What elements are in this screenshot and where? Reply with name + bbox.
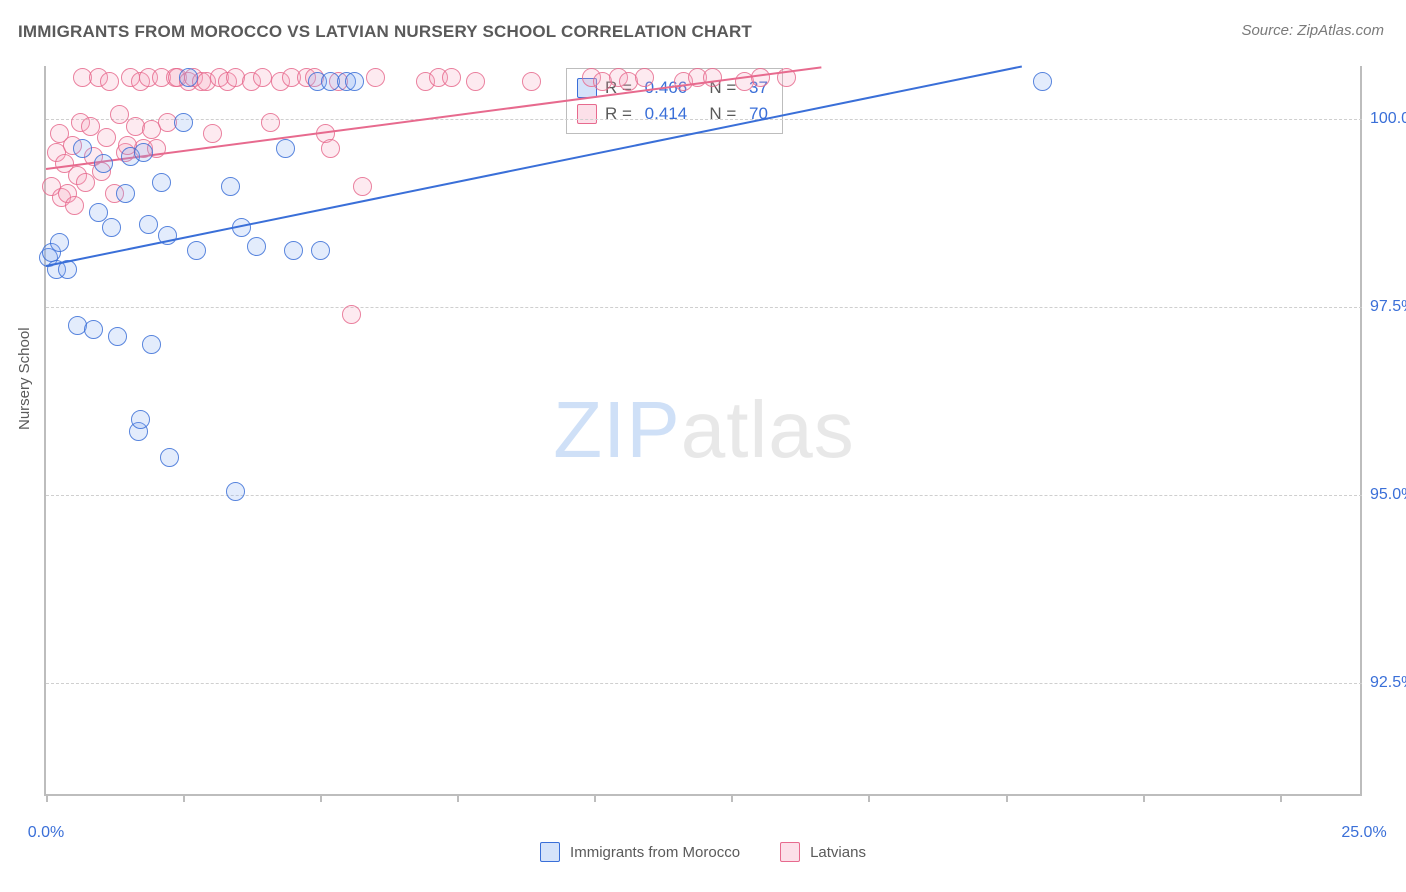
- x-tick: [1280, 794, 1282, 802]
- data-point-morocco: [152, 173, 171, 192]
- data-point-latvians: [366, 68, 385, 87]
- bottom-legend-item-latvians: Latvians: [780, 842, 866, 862]
- bottom-legend-item-morocco: Immigrants from Morocco: [540, 842, 740, 862]
- data-point-morocco: [187, 241, 206, 260]
- data-point-latvians: [97, 128, 116, 147]
- data-point-latvians: [100, 72, 119, 91]
- data-point-latvians: [466, 72, 485, 91]
- data-point-morocco: [174, 113, 193, 132]
- data-point-morocco: [284, 241, 303, 260]
- data-point-morocco: [160, 448, 179, 467]
- data-point-latvians: [253, 68, 272, 87]
- data-point-latvians: [65, 196, 84, 215]
- x-tick: [594, 794, 596, 802]
- bottom-legend: Immigrants from Morocco Latvians: [0, 842, 1406, 862]
- data-point-morocco: [139, 215, 158, 234]
- data-point-latvians: [353, 177, 372, 196]
- legend-r-value: 0.414: [645, 101, 688, 127]
- data-point-morocco: [131, 410, 150, 429]
- data-point-morocco: [276, 139, 295, 158]
- watermark-zip: ZIP: [553, 385, 680, 474]
- data-point-latvians: [442, 68, 461, 87]
- watermark-atlas: atlas: [681, 385, 855, 474]
- watermark: ZIPatlas: [553, 384, 854, 476]
- x-tick: [457, 794, 459, 802]
- bottom-legend-label: Immigrants from Morocco: [570, 844, 740, 861]
- y-axis-title: Nursery School: [16, 327, 33, 430]
- legend-n-value: 70: [749, 101, 768, 127]
- swatch-latvians: [780, 842, 800, 862]
- data-point-latvians: [522, 72, 541, 91]
- data-point-morocco: [1033, 72, 1052, 91]
- data-point-morocco: [108, 327, 127, 346]
- data-point-morocco: [221, 177, 240, 196]
- data-point-morocco: [50, 233, 69, 252]
- data-point-morocco: [134, 143, 153, 162]
- x-tick: [320, 794, 322, 802]
- data-point-morocco: [345, 72, 364, 91]
- data-point-morocco: [247, 237, 266, 256]
- data-point-morocco: [311, 241, 330, 260]
- data-point-latvians: [342, 305, 361, 324]
- data-point-latvians: [751, 68, 770, 87]
- y-tick-label: 97.5%: [1370, 298, 1406, 316]
- y-tick-label: 100.0%: [1370, 110, 1406, 128]
- x-tick: [731, 794, 733, 802]
- data-point-latvians: [203, 124, 222, 143]
- bottom-legend-label: Latvians: [810, 844, 866, 861]
- data-point-morocco: [142, 335, 161, 354]
- data-point-latvians: [635, 68, 654, 87]
- x-tick: [183, 794, 185, 802]
- x-tick: [1006, 794, 1008, 802]
- x-tick: [868, 794, 870, 802]
- data-point-morocco: [179, 68, 198, 87]
- x-tick-label: 0.0%: [28, 824, 64, 842]
- swatch-morocco: [540, 842, 560, 862]
- y-tick-label: 95.0%: [1370, 486, 1406, 504]
- gridline-h: [46, 119, 1362, 120]
- trend-line-morocco: [46, 66, 1022, 267]
- gridline-h: [46, 683, 1362, 684]
- gridline-h: [46, 307, 1362, 308]
- y-axis-right-border: [1360, 66, 1362, 794]
- x-tick-label: 25.0%: [1341, 824, 1386, 842]
- source-label: Source: ZipAtlas.com: [1241, 22, 1384, 39]
- chart-title: IMMIGRANTS FROM MOROCCO VS LATVIAN NURSE…: [18, 22, 752, 42]
- data-point-morocco: [102, 218, 121, 237]
- data-point-morocco: [84, 320, 103, 339]
- data-point-morocco: [226, 482, 245, 501]
- x-tick: [1143, 794, 1145, 802]
- chart-plot-area: ZIPatlas R = 0.466 N = 37R = 0.414 N = 7…: [44, 66, 1362, 796]
- x-tick: [46, 794, 48, 802]
- swatch-latvians: [577, 104, 597, 124]
- legend-r-label: R =: [605, 101, 637, 127]
- data-point-morocco: [116, 184, 135, 203]
- y-tick-label: 92.5%: [1370, 674, 1406, 692]
- data-point-latvians: [321, 139, 340, 158]
- data-point-latvians: [261, 113, 280, 132]
